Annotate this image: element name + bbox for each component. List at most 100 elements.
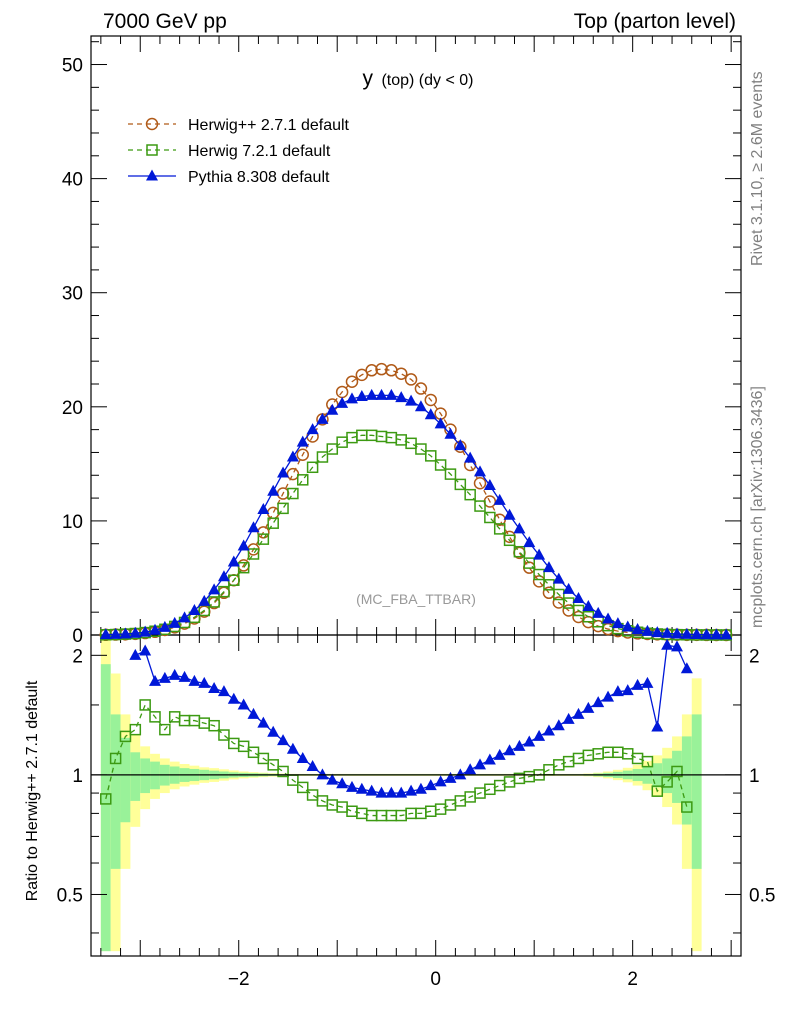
ratio-marker-pythia xyxy=(178,670,191,682)
main-marker-herwigpp xyxy=(266,506,280,520)
ratio-y-axis-label: Ratio to Herwig++ 2.7.1 default xyxy=(24,680,41,901)
band-green-bin xyxy=(130,752,141,801)
ratio-marker-herwig7 xyxy=(159,723,171,736)
main-series-group xyxy=(99,362,733,642)
ratio-marker-pythia xyxy=(237,698,250,710)
ratio-marker-pythia xyxy=(375,786,388,798)
process-title: Top (parton level) xyxy=(574,10,736,33)
ratio-marker-herwig7 xyxy=(208,719,220,732)
main-marker-pythia xyxy=(168,616,181,628)
ratio-marker-herwig7 xyxy=(109,752,122,765)
main-marker-pythia xyxy=(277,466,290,478)
main-marker-pythia xyxy=(326,403,339,415)
main-marker-herwig7 xyxy=(434,459,447,471)
main-marker-pythia xyxy=(316,412,329,424)
main-marker-pythia xyxy=(464,451,477,463)
main-marker-herwigpp xyxy=(394,367,408,380)
ratio-marker-herwig7 xyxy=(434,803,447,815)
ratio-y-tick-label-right: 2 xyxy=(749,646,760,667)
main-marker-pythia xyxy=(424,408,437,420)
ratio-marker-pythia xyxy=(277,734,290,746)
main-marker-pythia xyxy=(592,606,605,618)
ratio-marker-pythia xyxy=(552,719,565,731)
main-marker-herwig7 xyxy=(474,500,486,512)
main-marker-herwig7 xyxy=(543,579,555,591)
ratio-marker-herwig7 xyxy=(218,729,230,741)
main-marker-herwigpp xyxy=(296,448,309,461)
main-marker-pythia xyxy=(454,439,467,451)
main-y-axis: 0 10 20 30 40 50 xyxy=(62,41,741,647)
ratio-x-axis: −2 0 2 xyxy=(100,635,732,990)
ratio-marker-herwig7 xyxy=(247,746,260,759)
ratio-marker-herwig7 xyxy=(503,776,516,788)
ratio-marker-pythia xyxy=(188,674,201,686)
mcplots-label: mcplots.cern.ch [arXiv:1306.3436] xyxy=(749,386,766,628)
main-marker-herwig7 xyxy=(296,474,309,486)
y-tick-label: 30 xyxy=(62,284,83,305)
main-marker-herwigpp xyxy=(424,393,438,407)
y-tick-label: 10 xyxy=(62,512,83,533)
ratio-marker-pythia xyxy=(286,742,299,754)
ratio-marker-pythia xyxy=(621,684,634,696)
main-marker-herwig7 xyxy=(395,434,407,446)
main-marker-herwig7 xyxy=(208,596,220,608)
ratio-marker-pythia xyxy=(670,640,683,652)
main-marker-herwig7 xyxy=(513,545,526,558)
main-marker-pythia xyxy=(552,572,565,584)
ratio-marker-herwig7 xyxy=(296,781,309,794)
ratio-marker-herwig7 xyxy=(681,801,693,813)
ratio-marker-herwig7 xyxy=(267,759,279,771)
main-marker-pythia xyxy=(257,502,270,514)
main-marker-pythia xyxy=(119,627,132,639)
ratio-y-tick-label-right: 1 xyxy=(749,766,760,787)
ratio-marker-pythia xyxy=(562,712,575,724)
ratio-marker-pythia xyxy=(247,707,260,719)
main-marker-pythia xyxy=(99,628,112,640)
main-marker-herwig7 xyxy=(503,534,516,547)
main-marker-herwigpp xyxy=(345,375,359,388)
main-marker-pythia xyxy=(670,627,683,639)
ratio-marker-pythia xyxy=(149,674,162,686)
main-marker-herwig7 xyxy=(237,561,250,574)
main-marker-pythia xyxy=(562,582,575,594)
main-marker-herwig7 xyxy=(493,523,506,535)
band-green-bin xyxy=(100,664,111,952)
main-marker-pythia xyxy=(493,493,506,505)
ratio-marker-herwig7 xyxy=(553,759,565,771)
main-marker-herwig7 xyxy=(316,451,329,463)
ratio-marker-pythia xyxy=(158,671,171,683)
analysis-watermark: (MC_FBA_TTBAR) xyxy=(356,591,476,607)
y-tick-label: 50 xyxy=(62,56,83,77)
main-marker-herwigpp xyxy=(286,467,300,481)
ratio-marker-pythia xyxy=(316,768,329,780)
legend-marker-herwigpp xyxy=(145,117,159,131)
rivet-version-label: Rivet 3.1.10, ≥ 2.6M events xyxy=(749,71,766,266)
main-marker-herwig7 xyxy=(326,443,339,455)
ratio-marker-pythia xyxy=(257,716,270,728)
y-tick-label: 40 xyxy=(62,170,83,191)
ratio-marker-herwig7 xyxy=(119,730,132,743)
main-marker-pythia xyxy=(208,583,221,595)
main-marker-herwigpp xyxy=(404,373,418,386)
main-marker-pythia xyxy=(700,628,713,640)
main-marker-pythia xyxy=(227,555,240,567)
ratio-marker-pythia xyxy=(217,685,230,697)
ratio-marker-herwig7 xyxy=(139,699,151,711)
y-tick-label: 0 xyxy=(72,626,83,647)
ratio-marker-pythia xyxy=(385,786,398,798)
main-marker-pythia xyxy=(690,628,703,640)
main-marker-herwigpp xyxy=(532,575,546,588)
main-marker-herwig7 xyxy=(444,468,457,480)
main-marker-herwigpp xyxy=(365,364,378,377)
main-marker-pythia xyxy=(710,628,723,640)
main-marker-herwig7 xyxy=(336,436,348,448)
ratio-marker-pythia xyxy=(395,786,408,798)
ratio-marker-pythia xyxy=(533,729,546,741)
main-marker-pythia xyxy=(503,508,516,520)
ratio-marker-herwig7 xyxy=(671,765,683,778)
ratio-marker-pythia xyxy=(198,676,211,688)
ratio-marker-pythia xyxy=(355,782,368,794)
ratio-marker-pythia xyxy=(523,735,536,747)
main-marker-pythia xyxy=(345,392,358,404)
ratio-marker-herwig7 xyxy=(237,740,250,753)
